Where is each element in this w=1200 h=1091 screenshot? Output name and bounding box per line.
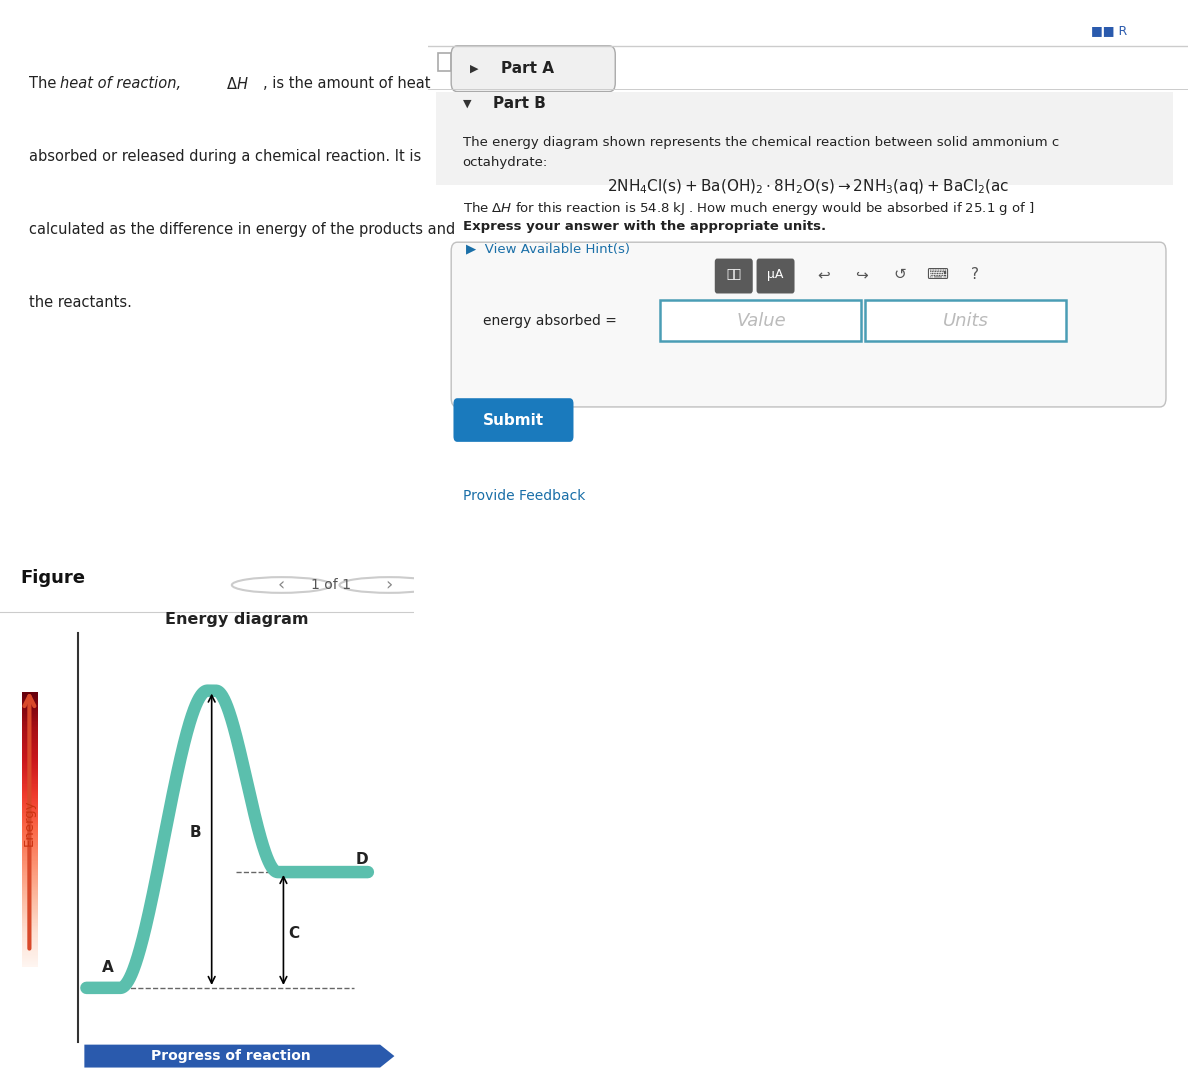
Title: Energy diagram: Energy diagram	[166, 612, 308, 627]
Text: ▶: ▶	[470, 63, 479, 74]
Text: Part B: Part B	[493, 96, 546, 111]
Text: energy absorbed =: energy absorbed =	[484, 314, 617, 327]
Text: $\Delta H$: $\Delta H$	[226, 76, 248, 92]
Bar	[438, 53, 451, 71]
Text: Provide Feedback: Provide Feedback	[462, 489, 584, 503]
Text: ■■ R: ■■ R	[1091, 24, 1127, 37]
Text: ?: ?	[971, 267, 979, 283]
Text: octahydrate:: octahydrate:	[462, 156, 548, 169]
Text: ↩: ↩	[817, 267, 829, 283]
Text: heat of reaction,: heat of reaction,	[60, 76, 186, 92]
Text: Submit: Submit	[482, 412, 544, 428]
Text: ▶  View Available Hint(s): ▶ View Available Hint(s)	[467, 242, 630, 255]
Text: Express your answer with the appropriate units.: Express your answer with the appropriate…	[462, 220, 826, 233]
Text: absorbed or released during a chemical reaction. It is: absorbed or released during a chemical r…	[29, 149, 421, 164]
Text: $\mathrm{2NH_4Cl(s) + Ba(OH)_2 \cdot 8H_2O(s) \rightarrow 2NH_3(aq) + BaCl_2(ac}: $\mathrm{2NH_4Cl(s) + Ba(OH)_2 \cdot 8H_…	[607, 177, 1009, 195]
Text: Progress of reaction: Progress of reaction	[151, 1050, 311, 1063]
Text: ▼: ▼	[462, 98, 472, 108]
FancyBboxPatch shape	[451, 242, 1166, 407]
Text: Units: Units	[942, 312, 989, 329]
Text: A: A	[102, 960, 114, 975]
Text: The $\Delta H$ for this reaction is 54.8 kJ . How much energy would be absorbed : The $\Delta H$ for this reaction is 54.8…	[462, 200, 1034, 217]
Text: D: D	[355, 852, 368, 867]
Text: , is the amount of heat: , is the amount of heat	[263, 76, 431, 92]
Bar	[436, 92, 1172, 185]
Text: C: C	[288, 925, 300, 940]
Text: the reactants.: the reactants.	[29, 296, 132, 310]
Text: Figure: Figure	[20, 570, 85, 587]
Text: μA: μA	[767, 268, 784, 281]
Text: Energy: Energy	[23, 800, 36, 847]
FancyArrow shape	[84, 1045, 395, 1067]
Text: ↺: ↺	[893, 267, 906, 283]
Text: Part A: Part A	[500, 61, 553, 76]
Text: ⯀⯀: ⯀⯀	[726, 268, 742, 281]
FancyBboxPatch shape	[756, 259, 794, 293]
Text: ‹: ‹	[278, 576, 286, 594]
Text: B: B	[190, 826, 200, 840]
Bar	[865, 300, 1067, 341]
FancyBboxPatch shape	[715, 259, 752, 293]
Bar	[660, 300, 862, 341]
FancyBboxPatch shape	[454, 398, 574, 442]
Text: Value: Value	[737, 312, 786, 329]
Text: ›: ›	[385, 576, 392, 594]
Text: ↪: ↪	[854, 267, 868, 283]
Text: 1 of 1: 1 of 1	[311, 578, 352, 592]
Text: calculated as the difference in energy of the products and: calculated as the difference in energy o…	[29, 223, 455, 237]
Text: The energy diagram shown represents the chemical reaction between solid ammonium: The energy diagram shown represents the …	[462, 136, 1058, 149]
FancyBboxPatch shape	[451, 46, 616, 92]
Text: ⌨: ⌨	[926, 267, 948, 283]
Text: The: The	[29, 76, 61, 92]
